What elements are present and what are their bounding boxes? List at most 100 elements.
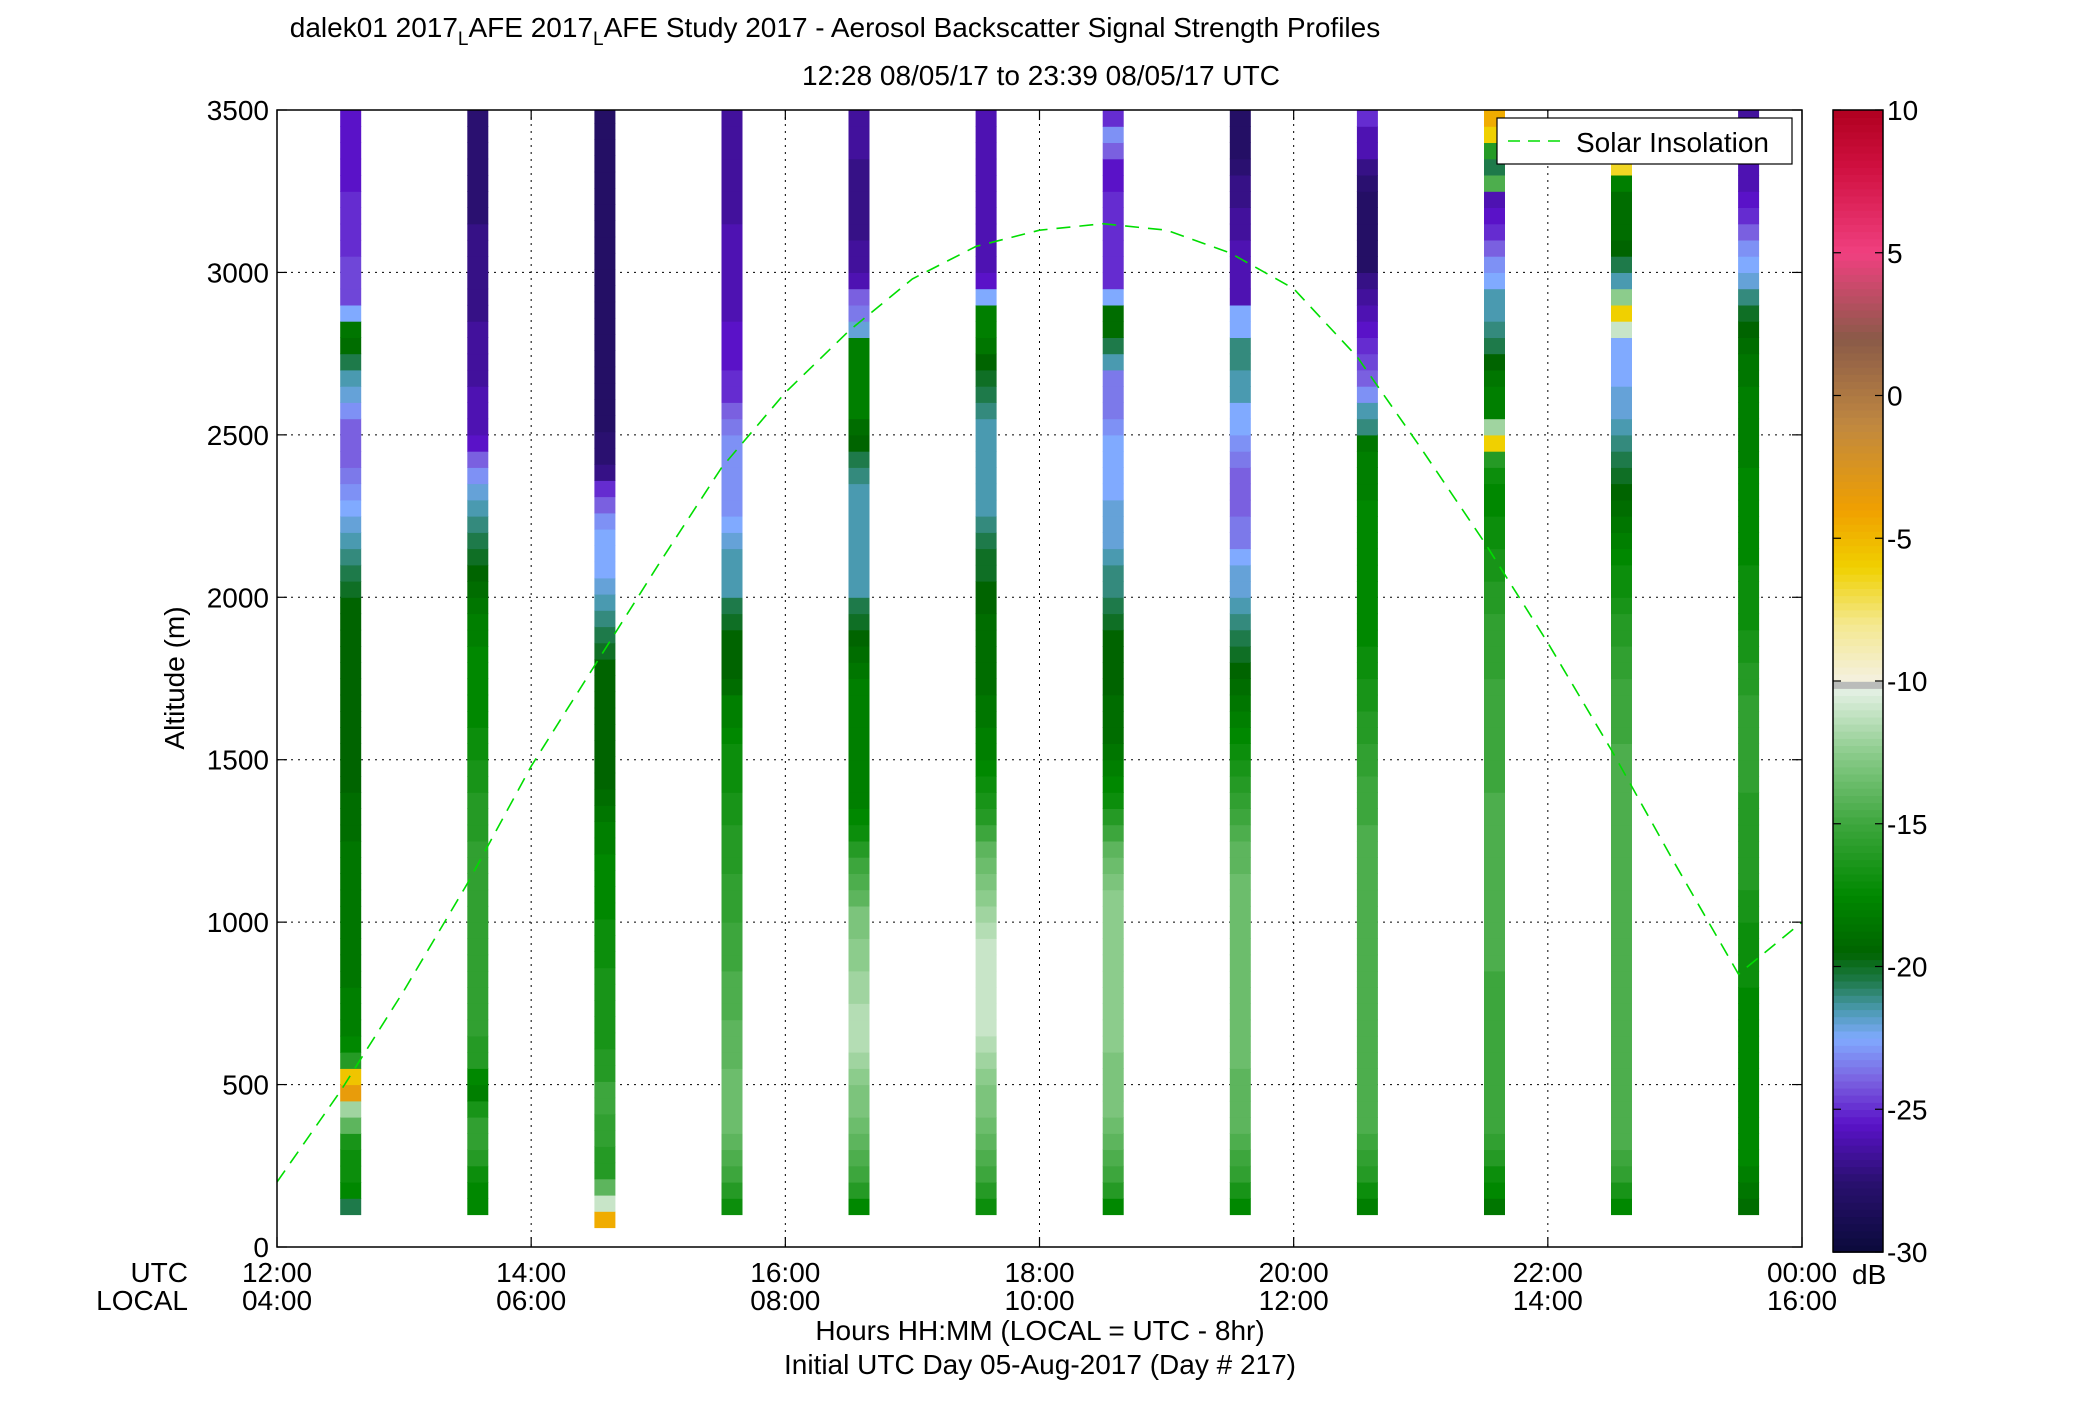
profile-cell [848,759,870,777]
colorbar-segment [1833,616,1883,625]
profile-cell [1484,970,1505,988]
profile-cell [848,1165,870,1183]
profile-cell [848,1100,870,1118]
y-tick-label: 2000 [207,582,269,613]
solar-insolation-line [276,222,1803,1183]
colorbar-segment [1833,888,1883,896]
profile-cell [1484,678,1505,696]
profile-cell [1484,467,1505,485]
profile-cell [1611,532,1632,550]
profile-cell [1356,434,1378,452]
profile-cell [1356,970,1378,988]
profile-cell [340,597,362,615]
colorbar-segment [1833,438,1883,447]
x-tick-label-utc: 16:00 [750,1257,820,1288]
profile-cell [848,1198,870,1216]
profile-cell [848,1035,870,1053]
profile-cell [1356,1019,1378,1037]
colorbar-segment [1833,1059,1883,1068]
profile-cell [467,792,489,809]
profile-cell [975,223,997,241]
profile-cell [467,727,489,744]
colorbar-segment [1833,117,1883,125]
profile-cell [1229,467,1251,485]
colorbar-segment [1833,987,1883,996]
profile-cell [1738,1100,1760,1118]
profile-cell [1229,759,1251,777]
profile-cell [1229,126,1251,143]
profile-cell [340,175,362,192]
colorbar-segment [1833,638,1883,647]
profile-cell [1484,727,1505,744]
profile-cell [1484,451,1505,468]
profile-cell [1484,304,1505,322]
profile-cell [340,646,362,663]
profile-cell [848,516,870,533]
profile-cell [1611,288,1632,306]
y-tick-label: 1000 [207,907,269,938]
profile-cell [1484,402,1505,420]
x-tick-label-utc: 14:00 [496,1257,566,1288]
colorbar-segment [1833,816,1883,825]
profile-cell [467,467,489,485]
profile-cell [975,1052,997,1069]
profile-cell [1611,304,1632,322]
colorbar-segment [1833,1237,1883,1246]
profile-cell [340,970,362,988]
colorbar-segment [1833,217,1883,225]
profile-cell [1484,1182,1505,1199]
profile-cell [594,659,616,676]
colorbar-segment [1833,545,1883,554]
axis-ticks [276,109,1803,1248]
profile-cell [721,548,743,566]
profile-cell [1611,581,1632,598]
colorbar-segment [1833,1180,1883,1189]
profile-cell [467,369,489,387]
profile-cell [340,808,362,826]
profile-cell [848,1117,870,1134]
profile-cell [1738,451,1760,468]
profile-cell [1356,158,1378,176]
profile-cell [1356,646,1378,663]
colorbar-segment [1833,752,1883,761]
profile-cell [1229,142,1251,160]
colorbar-segment [1833,160,1883,168]
profile-cell [975,711,997,728]
profile-cell [1229,873,1251,891]
colorbar-segment [1833,1066,1883,1075]
profile-cell [975,239,997,257]
profile-cell [1356,1165,1378,1183]
profile-cell [1484,1003,1505,1021]
profile-cell [721,694,743,712]
profile-cell [1102,272,1124,290]
profile-cell [467,1019,489,1037]
profile-cell [1102,662,1124,680]
profile-cell [1738,759,1760,777]
profile-cell [1356,581,1378,598]
profile-cell [1738,1068,1760,1086]
profile-cell [1611,1149,1632,1167]
profile-cell [1484,239,1505,257]
legend-box [1496,117,1793,165]
profile-cell [340,905,362,923]
profile-cell [1356,662,1378,680]
profile-cell [1229,207,1251,225]
profile-cell [848,824,870,842]
profile-cell [975,824,997,842]
profile-cell [1738,646,1760,663]
profile-cell [467,321,489,338]
profile-cell [975,467,997,485]
profile-cell [975,451,997,468]
profile-cell [848,1052,870,1069]
profile-cell [1738,353,1760,371]
utc-row-label: UTC [130,1257,188,1288]
profile-cell [1356,337,1378,355]
profile-cell [848,792,870,809]
profile-cell [1611,369,1632,387]
profile-cell [1229,662,1251,680]
colorbar-segment [1833,731,1883,739]
profile-cell [1484,191,1505,208]
profile-cell [975,288,997,306]
profile-cell [467,711,489,728]
profile-cell [1102,1003,1124,1021]
